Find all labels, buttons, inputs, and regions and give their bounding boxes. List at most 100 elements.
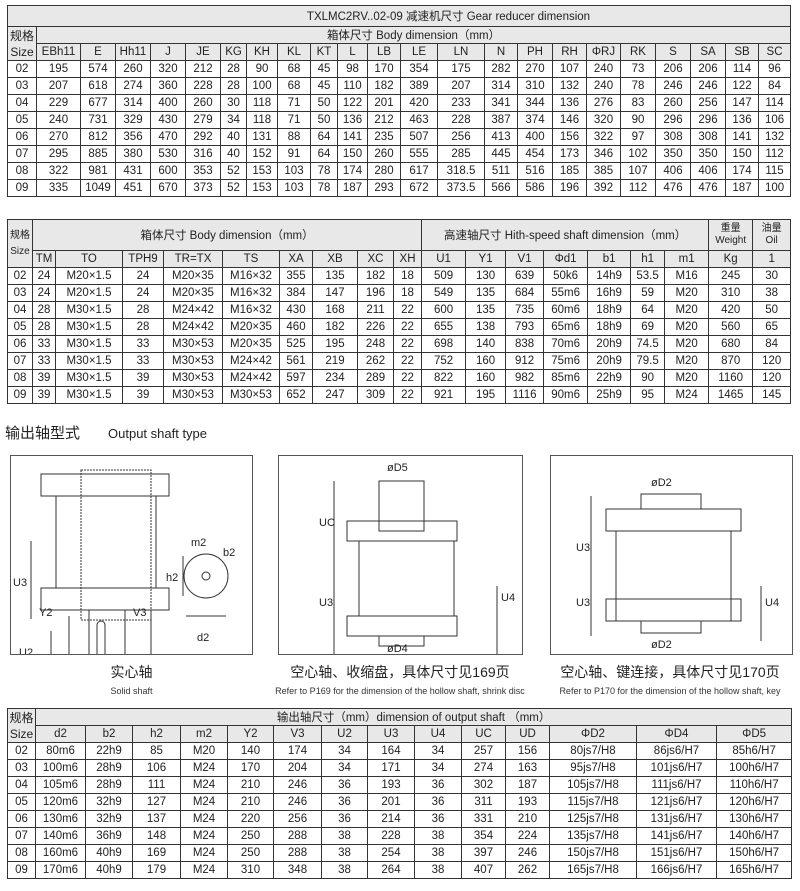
table-cell: 136 xyxy=(725,111,759,129)
column-header: TS xyxy=(222,250,280,268)
table-cell: 59 xyxy=(630,284,666,302)
table-cell: M30×53 xyxy=(163,369,223,387)
table-cell: 210 xyxy=(227,793,274,811)
table-cell: 103 xyxy=(277,162,311,180)
key-caption-en: Refer to P170 for the dimension of the h… xyxy=(559,686,781,696)
table-cell: 228 xyxy=(437,111,485,129)
table-cell: 240 xyxy=(586,77,621,95)
table-cell: 353 xyxy=(185,162,221,180)
table-cell: 282 xyxy=(484,60,518,78)
table-cell: 98 xyxy=(337,60,368,78)
table-cell: 146 xyxy=(552,111,587,129)
table-cell: 140 xyxy=(227,742,274,760)
table-cell: 138 xyxy=(465,318,507,336)
table-cell: 509 xyxy=(421,267,467,285)
table-cell: 451 xyxy=(115,179,151,197)
table-cell: 406 xyxy=(690,162,726,180)
table-cell: 310 xyxy=(517,77,553,95)
table-cell: M16×32 xyxy=(222,267,280,285)
table-cell: 235 xyxy=(367,128,401,146)
size-cell: 08 xyxy=(7,844,36,862)
table-cell: 24 xyxy=(32,267,56,285)
table-cell: 420 xyxy=(400,94,438,112)
table-cell: 32h9 xyxy=(85,810,133,828)
table-cell: 40 xyxy=(220,145,247,163)
column-header: U2 xyxy=(321,725,368,743)
table-cell: 120 xyxy=(752,369,792,387)
table-cell: 39 xyxy=(32,369,56,387)
label-u4: U4 xyxy=(765,597,779,609)
table-cell: 1049 xyxy=(80,179,116,197)
table-cell: M24 xyxy=(180,793,228,811)
column-header: KT xyxy=(310,43,338,61)
table-cell: 32h9 xyxy=(85,793,133,811)
table-cell: 256 xyxy=(690,94,726,112)
table-cell: 329 xyxy=(115,111,151,129)
table-cell: 18 xyxy=(392,284,423,302)
table-cell: 212 xyxy=(367,111,401,129)
table-cell: 86js6/H7 xyxy=(636,742,717,760)
table-cell: 182 xyxy=(312,318,358,336)
table-cell: 85 xyxy=(132,742,181,760)
body-dimension-header: 箱体尺寸 Body dimension（mm） xyxy=(31,219,423,251)
table-row: 05 240 731 329 430 279 34 118 71 50 136 212 463 228 38… xyxy=(7,111,792,129)
column-header: Y2 xyxy=(227,725,274,743)
table-cell: 318.5 xyxy=(437,162,485,180)
table-cell: 561 xyxy=(279,352,313,370)
table-cell: 121js6/H7 xyxy=(636,793,717,811)
table-cell: 114 xyxy=(757,94,792,112)
table-cell: 207 xyxy=(437,77,485,95)
column-header: ΦD4 xyxy=(636,725,717,743)
table-cell: 125js7/H8 xyxy=(549,810,637,828)
solid-shaft-caption: 实心轴 xyxy=(110,664,153,680)
table-cell: 870 xyxy=(708,352,754,370)
shrink-disc-caption: 空心轴、收缩盘，具体尺寸见169页 xyxy=(290,664,510,680)
table-cell: 511 xyxy=(484,162,518,180)
table-cell: 165js7/H8 xyxy=(549,861,637,879)
label-m2: m2 xyxy=(191,537,206,549)
table-cell: 156 xyxy=(505,742,550,760)
table-cell: 373.5 xyxy=(437,179,485,197)
table-cell: 195 xyxy=(312,335,358,353)
table-cell: 151js6/H7 xyxy=(636,844,717,862)
table-cell: 179 xyxy=(132,861,181,879)
table-cell: 53.5 xyxy=(630,267,666,285)
table-cell: M20×35 xyxy=(222,318,280,336)
table-cell: M20×1.5 xyxy=(55,284,123,302)
size-cell: 09 xyxy=(7,386,33,404)
size-cell: 06 xyxy=(7,128,37,146)
table-cell: M30×53 xyxy=(163,335,223,353)
column-header: U3 xyxy=(367,725,415,743)
table-cell: M20×35 xyxy=(222,335,280,353)
table-cell: 314 xyxy=(484,77,518,95)
table-cell: 24 xyxy=(32,284,56,302)
label-u3-bottom: U3 xyxy=(576,597,590,609)
table-cell: 28 xyxy=(32,318,56,336)
column-header: KH xyxy=(246,43,278,61)
table-cell: 921 xyxy=(421,386,467,404)
table-cell: 204 xyxy=(273,759,322,777)
size-cell: 06 xyxy=(7,810,36,828)
hollow-shaft-key-drawing: øD2 U3 U3 U4 øD2 xyxy=(550,455,793,655)
table-cell: 28 xyxy=(220,60,247,78)
table-cell: 195 xyxy=(36,60,81,78)
column-header: N xyxy=(484,43,518,61)
size-cell: 07 xyxy=(7,827,36,845)
table-row: 09 39 M30×1.5 39 M30×53 M30×53 652 247 309 22 921 1… xyxy=(7,386,792,404)
table-cell: M24×42 xyxy=(163,318,223,336)
table-cell: 912 xyxy=(505,352,545,370)
table-row: 07 33 M30×1.5 33 M30×53 M24×42 561 219 262 22 752 1… xyxy=(7,352,792,370)
table-cell: 463 xyxy=(400,111,438,129)
table-cell: 407 xyxy=(461,861,506,879)
column-header: TO xyxy=(55,250,123,268)
column-header: h2 xyxy=(132,725,181,743)
table-cell: 224 xyxy=(505,827,550,845)
table-cell: 680 xyxy=(708,335,754,353)
column-header: KG xyxy=(220,43,247,61)
table-cell: 120 xyxy=(752,352,792,370)
table-cell: 68 xyxy=(277,77,311,95)
table-cell: M24 xyxy=(664,386,710,404)
table-row: 04 28 M30×1.5 28 M24×42 M16×32 430 168 211 22 600 1… xyxy=(7,301,792,319)
table-cell: 22 xyxy=(392,301,423,319)
table-cell: 22 xyxy=(392,369,423,387)
